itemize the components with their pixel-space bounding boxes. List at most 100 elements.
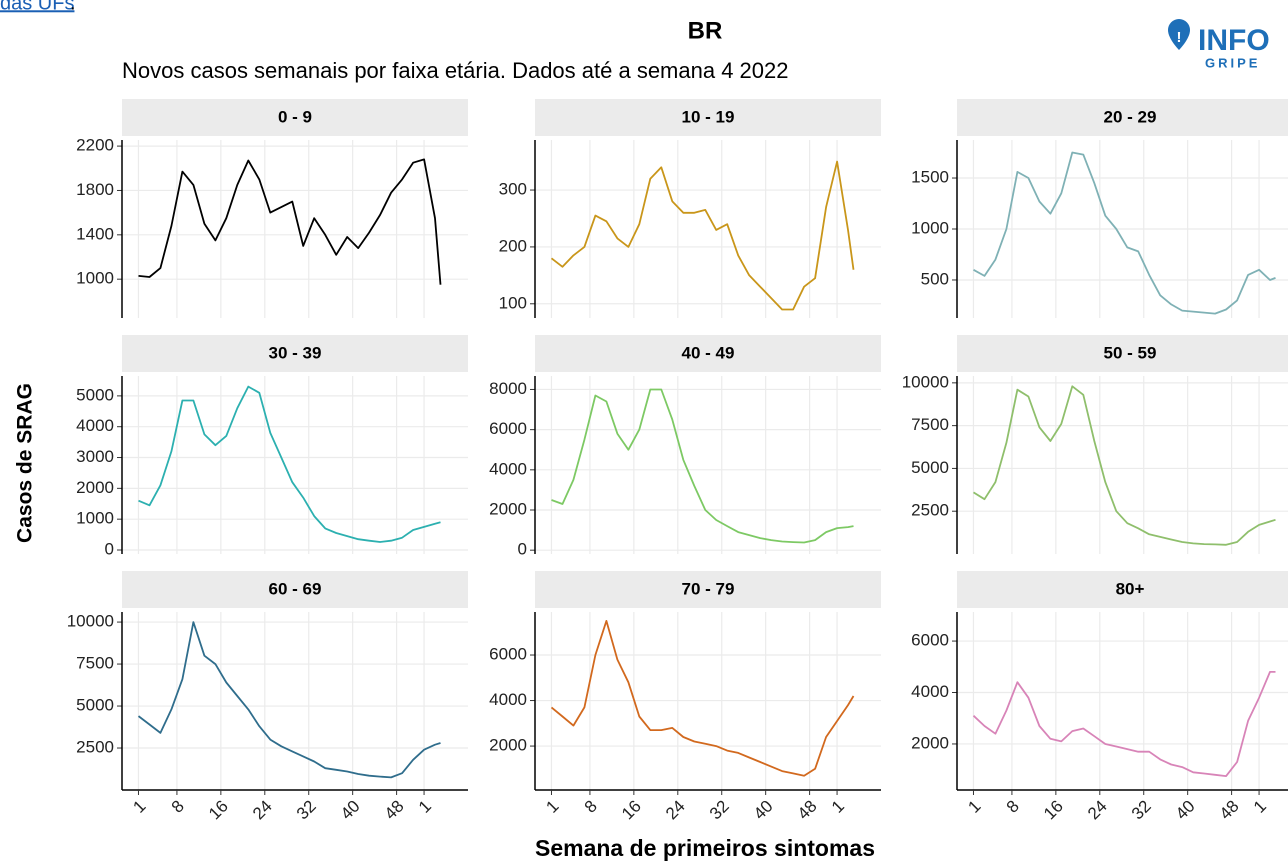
x-tick-label: 24 [1084,797,1111,824]
x-tick-label: 8 [168,797,188,817]
strip [122,99,468,136]
strip [535,571,881,608]
x-tick-label: 1 [415,797,435,817]
strip-label: 20 - 29 [1104,107,1157,126]
panel: 10 - 19 100 200 300 [499,99,881,318]
y-tick-label: 2000 [489,499,527,518]
strip [957,335,1288,372]
series-line [138,385,441,543]
x-axis-title: Semana de primeiros sintomas [535,835,875,861]
strip-label: 30 - 39 [269,343,322,362]
series-line [138,158,442,285]
y-tick-label: 1500 [911,168,949,187]
y-tick-label: 1400 [76,224,114,243]
y-tick-label: 0 [518,540,527,559]
logo: ! INFO GRIPE [1168,19,1270,70]
strip [535,335,881,372]
y-tick-label: 2500 [76,738,114,757]
x-tick-label: 1 [129,797,149,817]
strip-label: 80+ [1116,579,1145,598]
y-tick-label: 7500 [911,415,949,434]
y-tick-label: 500 [921,269,949,288]
x-tick-label: 16 [205,797,232,824]
y-tick-label: 2000 [76,478,114,497]
y-tick-label: 100 [499,293,527,312]
y-tick-label: 4000 [489,690,527,709]
x-tick-label: 32 [706,797,733,824]
strip [122,335,468,372]
x-tick-label: 32 [1128,797,1155,824]
strip [122,571,468,608]
y-tick-label: 300 [499,180,527,199]
x-tick-label: 24 [662,797,689,824]
y-tick-label: 1800 [76,180,114,199]
y-tick-label: 2200 [76,136,114,155]
y-tick-label: 4000 [489,459,527,478]
x-tick-label: 1 [964,797,984,817]
chart-title: BR [688,17,723,44]
y-tick-label: 4000 [76,416,114,435]
y-tick-label: 6000 [911,631,949,650]
y-tick-label: 6000 [489,645,527,664]
x-tick-label: 48 [1216,797,1243,824]
x-tick-label: 32 [293,797,320,824]
y-tick-label: 10000 [67,612,114,631]
logo-top: INFO [1198,24,1270,57]
strip [535,99,881,136]
header-link[interactable]: das UFs [0,0,74,14]
x-tick-label: 8 [1003,797,1023,817]
y-tick-label: 7500 [76,654,114,673]
y-tick-label: 5000 [911,458,949,477]
y-axis-title: Casos de SRAG [14,383,37,543]
header-trail: . [70,0,76,14]
panel: 30 - 39 0 1000 2000 3000 4000 5000 [76,335,468,558]
y-tick-label: 1000 [911,218,949,237]
y-tick-label: 1000 [76,269,114,288]
series-line [550,160,855,311]
logo-pin [1168,19,1190,50]
x-tick-label: 16 [1040,797,1067,824]
y-tick-label: 2000 [911,733,949,752]
series-line [550,620,855,777]
series-line [972,671,1276,777]
series-line [973,385,1276,546]
strip-label: 70 - 79 [682,579,735,598]
y-tick-label: 1000 [76,509,114,528]
x-tick-label: 16 [618,797,645,824]
series-line [137,621,441,779]
chart-subtitle: Novos casos semanais por faixa etária. D… [122,58,789,83]
x-tick-label: 40 [337,797,364,824]
y-tick-label: 5000 [76,385,114,404]
strip [957,571,1288,608]
y-tick-label: 2000 [489,736,527,755]
x-tick-label: 1 [1250,797,1270,817]
y-tick-label: 6000 [489,419,527,438]
panel: 0 - 9 1000 1400 1800 2200 [76,99,468,318]
y-tick-label: 200 [499,236,527,255]
y-tick-label: 2500 [911,501,949,520]
y-tick-label: 0 [105,539,114,558]
series-line [973,151,1276,315]
series-line [551,388,854,544]
logo-pin-mark: ! [1177,29,1182,46]
panel: 20 - 29 500 1000 1500 [911,99,1288,318]
x-tick-label: 8 [581,797,601,817]
panel: 50 - 59 2500 5000 7500 10000 [902,335,1288,554]
x-tick-label: 1 [828,797,848,817]
strip-label: 50 - 59 [1104,343,1157,362]
y-tick-label: 5000 [76,696,114,715]
x-tick-label: 48 [794,797,821,824]
strip-label: 60 - 69 [269,579,322,598]
x-tick-label: 40 [1172,797,1199,824]
y-tick-label: 8000 [489,379,527,398]
x-tick-label: 48 [381,797,408,824]
y-tick-label: 10000 [902,372,949,391]
logo-bottom: GRIPE [1205,55,1260,70]
y-tick-label: 4000 [911,682,949,701]
x-tick-label: 1 [542,797,562,817]
x-tick-label: 24 [249,797,276,824]
